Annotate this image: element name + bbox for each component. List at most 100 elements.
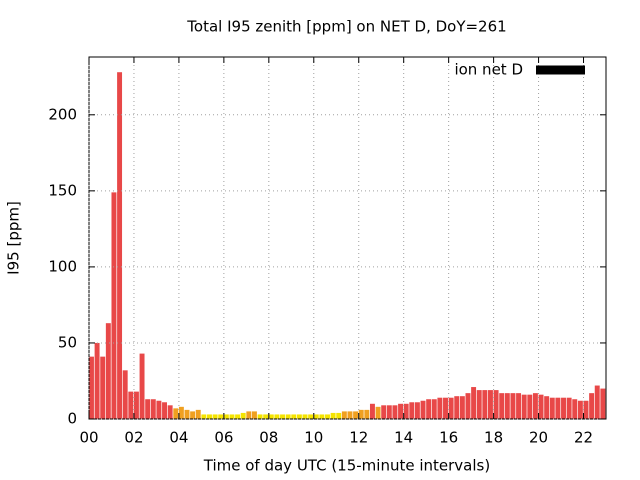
bar — [521, 394, 527, 419]
bar — [589, 393, 595, 419]
bar — [105, 323, 111, 419]
bar — [235, 414, 241, 419]
bar — [229, 414, 235, 419]
bar — [544, 396, 550, 419]
bar — [341, 411, 347, 419]
bar — [336, 412, 342, 419]
bar — [454, 396, 460, 419]
bar — [223, 414, 229, 419]
x-tick-label: 06 — [214, 429, 233, 447]
x-axis-label: Time of day UTC (15-minute intervals) — [203, 457, 490, 475]
x-tick-label: 14 — [394, 429, 413, 447]
bar — [296, 414, 302, 419]
x-tick-label: 02 — [124, 429, 143, 447]
bar — [117, 72, 123, 419]
bar — [268, 414, 274, 419]
bar — [398, 403, 404, 419]
bar — [527, 394, 533, 419]
chart-title: Total I95 zenith [ppm] on NET D, DoY=261 — [186, 18, 506, 36]
bar — [566, 397, 572, 419]
x-tick-label: 04 — [169, 429, 188, 447]
x-tick-label: 18 — [484, 429, 503, 447]
bar — [212, 414, 218, 419]
bar — [308, 414, 314, 419]
bar — [353, 411, 359, 419]
bar — [122, 370, 128, 419]
bar — [532, 393, 538, 419]
bar — [381, 405, 387, 419]
bar — [190, 411, 196, 419]
bar — [516, 393, 522, 419]
bar — [375, 406, 381, 419]
bar — [156, 400, 162, 419]
bar — [139, 353, 145, 419]
x-tick-label: 20 — [529, 429, 548, 447]
bar — [89, 356, 94, 419]
legend-label: ion net D — [454, 61, 523, 79]
bar — [94, 342, 100, 419]
bar — [369, 403, 375, 419]
bar — [443, 397, 448, 419]
bar — [167, 405, 173, 419]
plot-border — [88, 56, 607, 420]
bar — [319, 414, 325, 419]
bar — [201, 414, 207, 419]
x-tick-label: 12 — [349, 429, 368, 447]
bar — [325, 414, 330, 419]
bar — [218, 414, 224, 419]
bar — [403, 403, 409, 419]
bar — [471, 387, 477, 419]
bar — [409, 402, 415, 419]
bar — [184, 409, 190, 419]
bar — [246, 411, 252, 419]
bar — [572, 399, 578, 419]
bar — [577, 400, 583, 419]
bar — [100, 356, 106, 419]
x-tick-label: 16 — [439, 429, 458, 447]
y-tick-label: 200 — [48, 105, 77, 123]
x-tick-label: 08 — [259, 429, 278, 447]
bar — [386, 405, 392, 419]
bar — [195, 409, 201, 419]
y-tick-label: 150 — [48, 181, 77, 199]
bar — [330, 412, 336, 419]
bar — [482, 390, 488, 419]
x-tick-label: 00 — [79, 429, 98, 447]
x-tick-label: 22 — [574, 429, 593, 447]
y-tick-label: 100 — [48, 257, 77, 275]
bar — [583, 400, 589, 419]
y-axis-label: I95 [ppm] — [5, 201, 23, 275]
bar — [251, 411, 257, 419]
bar — [594, 385, 600, 419]
bars — [89, 72, 611, 419]
bar — [437, 397, 443, 419]
bar — [150, 399, 156, 419]
bar — [162, 402, 167, 419]
bar — [128, 391, 134, 419]
bar — [499, 393, 505, 419]
bar — [358, 409, 364, 419]
bar — [606, 381, 611, 419]
bar — [538, 394, 544, 419]
bar — [111, 192, 117, 419]
bar — [510, 393, 516, 419]
bar — [280, 414, 286, 419]
bar — [493, 390, 499, 419]
bar — [549, 397, 555, 419]
bar — [414, 402, 420, 419]
bar — [207, 414, 212, 419]
bar — [504, 393, 510, 419]
bar — [313, 414, 319, 419]
y-tick-label: 50 — [58, 333, 77, 351]
bar — [302, 414, 308, 419]
bar — [459, 396, 465, 419]
bar — [555, 397, 561, 419]
bar — [364, 409, 370, 419]
bar — [178, 406, 184, 419]
bar — [392, 405, 398, 419]
bar — [173, 408, 179, 419]
bar — [600, 388, 606, 419]
bar — [426, 399, 432, 419]
bar — [347, 411, 353, 419]
